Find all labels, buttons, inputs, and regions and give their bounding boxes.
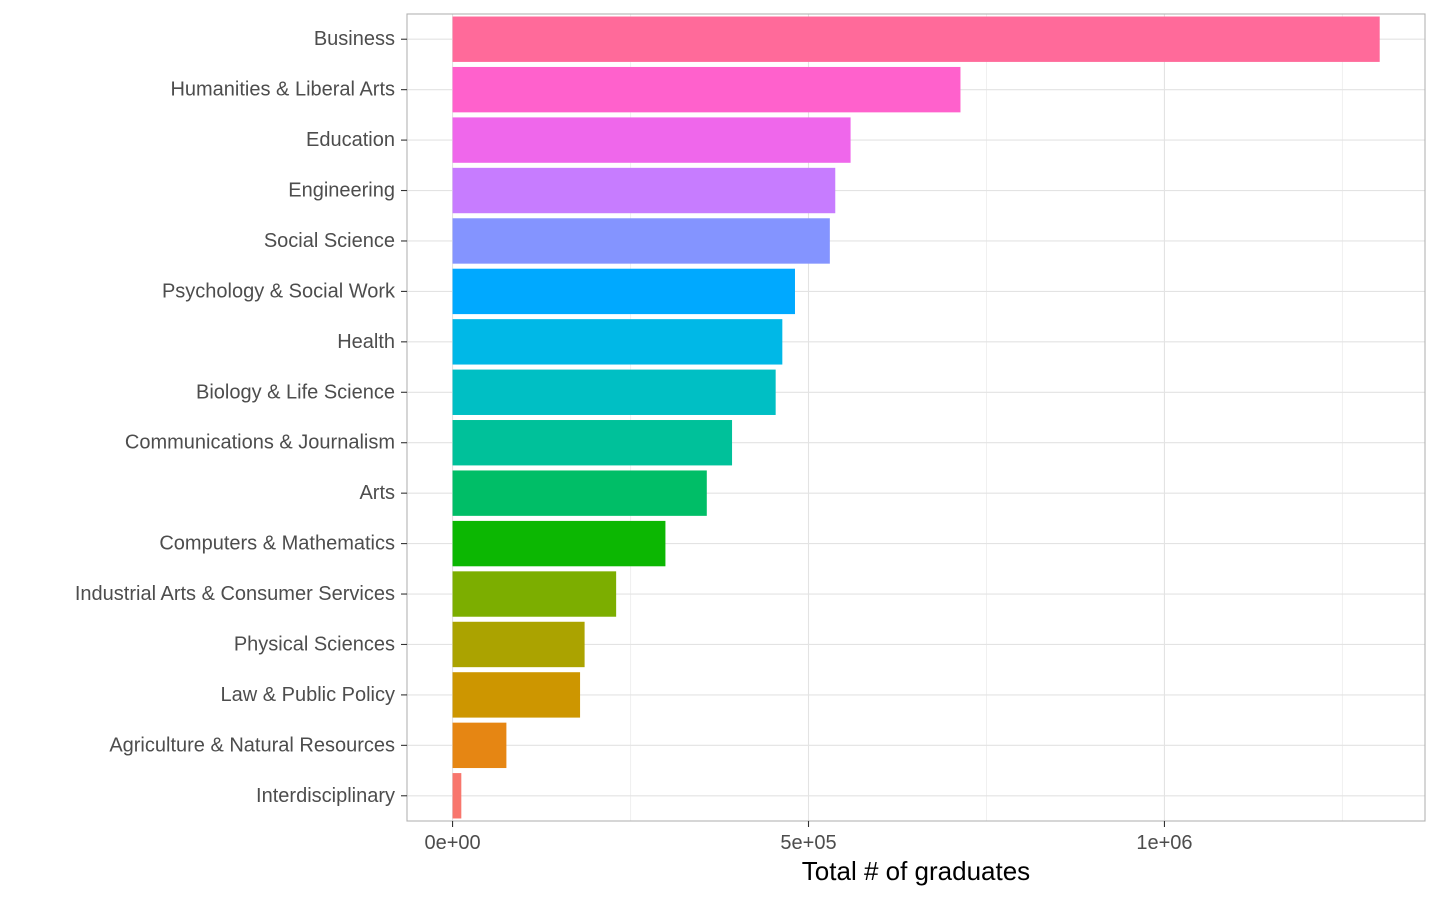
y-tick-label: Engineering — [288, 180, 395, 202]
y-tick-label: Industrial Arts & Consumer Services — [75, 583, 395, 605]
y-tick-label: Psychology & Social Work — [162, 280, 396, 302]
bar — [452, 16, 1380, 62]
panel-border — [406, 13, 1426, 822]
bar — [452, 369, 776, 415]
x-tick-label: 5e+05 — [780, 832, 836, 854]
y-axis: Business Humanities & Liberal Arts Educati… — [75, 28, 407, 807]
bar — [452, 571, 617, 617]
bar — [452, 470, 707, 516]
bar — [452, 117, 851, 163]
x-tick-label: 1e+06 — [1136, 832, 1192, 854]
bar — [452, 621, 585, 668]
y-tick-label: Humanities & Liberal Arts — [170, 79, 395, 101]
y-tick-label: Business — [314, 28, 395, 50]
y-tick-label: Physical Sciences — [234, 633, 395, 655]
bar — [452, 218, 830, 264]
y-tick-label: Social Science — [264, 230, 395, 252]
bar — [452, 773, 462, 819]
y-tick-label: Agriculture & Natural Resources — [109, 734, 395, 756]
bar — [452, 420, 733, 466]
y-tick-label: Computers & Mathematics — [159, 533, 395, 555]
bar — [452, 520, 666, 567]
bars — [452, 16, 1380, 819]
y-tick-label: Education — [306, 129, 395, 151]
bar — [452, 722, 507, 769]
bar — [452, 319, 783, 365]
y-tick-label: Arts — [359, 482, 395, 504]
y-tick-label: Interdisciplinary — [256, 785, 395, 807]
bar — [452, 268, 795, 315]
bar — [452, 66, 961, 113]
y-tick-label: Biology & Life Science — [196, 381, 395, 403]
bar — [452, 672, 581, 718]
x-axis: 0e+00 5e+05 1e+06 — [424, 821, 1193, 854]
y-tick-label: Law & Public Policy — [220, 684, 395, 706]
bar — [452, 167, 836, 214]
x-axis-title: Total # of graduates — [802, 856, 1030, 886]
x-tick-label: 0e+00 — [424, 832, 480, 854]
y-tick-label: Communications & Journalism — [125, 432, 395, 454]
y-tick-label: Health — [337, 331, 395, 353]
